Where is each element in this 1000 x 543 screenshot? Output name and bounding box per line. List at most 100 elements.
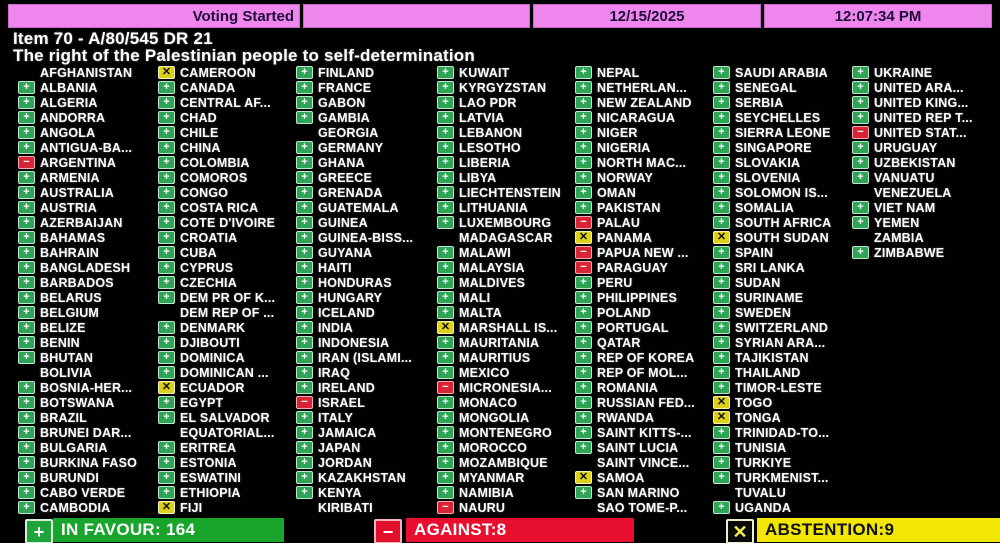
country-row: + GUATEMALA xyxy=(296,200,436,215)
country-name: DOMINICA xyxy=(180,350,245,365)
country-name: ISRAEL xyxy=(318,395,366,410)
vote-in-favour-icon: + xyxy=(575,291,592,304)
vote-in-favour-icon: + xyxy=(158,396,175,409)
country-row: + ERITREA xyxy=(158,440,298,455)
country-name: ETHIOPIA xyxy=(180,485,241,500)
vote-abstain-icon: ✕ xyxy=(575,471,592,484)
country-name: SAINT VINCE... xyxy=(597,455,690,470)
vote-in-favour-icon: + xyxy=(18,456,35,469)
country-row: + NEW ZEALAND xyxy=(575,95,715,110)
country-name: TAJIKISTAN xyxy=(735,350,809,365)
vote-in-favour-icon: + xyxy=(713,66,730,79)
country-name: UKRAINE xyxy=(874,65,933,80)
country-name: BRUNEI DAR... xyxy=(40,425,132,440)
vote-in-favour-icon: + xyxy=(575,141,592,154)
country-name: AZERBAIJAN xyxy=(40,215,123,230)
vote-in-favour-icon: + xyxy=(437,366,454,379)
country-row: + UGANDA xyxy=(713,500,853,515)
vote-abstain-icon: ✕ xyxy=(713,411,730,424)
country-row: + AZERBAIJAN xyxy=(18,215,158,230)
country-row: + GERMANY xyxy=(296,140,436,155)
vote-in-favour-icon: + xyxy=(158,141,175,154)
vote-in-favour-icon: + xyxy=(296,231,313,244)
country-name: TIMOR-LESTE xyxy=(735,380,822,395)
vote-in-favour-icon: + xyxy=(296,456,313,469)
vote-in-favour-icon: + xyxy=(18,111,35,124)
country-row: − PARAGUAY xyxy=(575,260,715,275)
vote-in-favour-icon: + xyxy=(575,336,592,349)
vote-in-favour-icon: + xyxy=(158,351,175,364)
country-row: ✕ TONGA xyxy=(713,410,853,425)
country-name: MALTA xyxy=(459,305,502,320)
vote-in-favour-icon: + xyxy=(296,141,313,154)
vote-in-favour-icon: + xyxy=(575,96,592,109)
in-favour-total: IN FAVOUR: 164 xyxy=(53,518,284,542)
country-name: UNITED REP T... xyxy=(874,110,973,125)
country-row: + ESTONIA xyxy=(158,455,298,470)
country-row: + BELARUS xyxy=(18,290,158,305)
vote-in-favour-icon: + xyxy=(18,306,35,319)
country-name: LESOTHO xyxy=(459,140,521,155)
vote-in-favour-icon: + xyxy=(575,201,592,214)
vote-in-favour-icon: + xyxy=(18,186,35,199)
vote-in-favour-icon: + xyxy=(296,471,313,484)
country-row: + BURKINA FASO xyxy=(18,455,158,470)
vote-in-favour-icon: + xyxy=(713,456,730,469)
country-name: ZIMBABWE xyxy=(874,245,945,260)
country-row: + BELGIUM xyxy=(18,305,158,320)
country-row: + VIET NAM xyxy=(852,200,992,215)
country-row: + RWANDA xyxy=(575,410,715,425)
country-row: + KAZAKHSTAN xyxy=(296,470,436,485)
vote-in-favour-icon: + xyxy=(437,411,454,424)
vote-in-favour-icon: + xyxy=(158,186,175,199)
country-row: + MALTA xyxy=(437,305,577,320)
country-row: + CHINA xyxy=(158,140,298,155)
country-name: IRAN (ISLAMI... xyxy=(318,350,412,365)
country-name: SOLOMON IS... xyxy=(735,185,828,200)
country-row: + DJIBOUTI xyxy=(158,335,298,350)
vote-abstain-icon: ✕ xyxy=(575,231,592,244)
vote-in-favour-icon: + xyxy=(852,246,869,259)
country-row: + BARBADOS xyxy=(18,275,158,290)
country-name: MALI xyxy=(459,290,491,305)
country-row: + CAMBODIA xyxy=(18,500,158,515)
country-name: EL SALVADOR xyxy=(180,410,270,425)
vote-in-favour-icon: + xyxy=(437,441,454,454)
country-row: + INDIA xyxy=(296,320,436,335)
country-name: ZAMBIA xyxy=(874,230,924,245)
country-row: + JAMAICA xyxy=(296,425,436,440)
vote-in-favour-icon: + xyxy=(852,171,869,184)
country-row: − ARGENTINA xyxy=(18,155,158,170)
country-name: SAO TOME-P... xyxy=(597,500,688,515)
country-row: + PERU xyxy=(575,275,715,290)
vote-in-favour-icon: + xyxy=(713,141,730,154)
country-row: + BRUNEI DAR... xyxy=(18,425,158,440)
vote-in-favour-icon: + xyxy=(18,216,35,229)
vote-in-favour-icon: + xyxy=(18,441,35,454)
country-name: SERBIA xyxy=(735,95,784,110)
vote-in-favour-icon: + xyxy=(575,411,592,424)
country-row: + SOLOMON IS... xyxy=(713,185,853,200)
country-row: + SINGAPORE xyxy=(713,140,853,155)
country-row: SAINT VINCE... xyxy=(575,455,715,470)
vote-in-favour-icon: + xyxy=(852,156,869,169)
country-row: + AUSTRIA xyxy=(18,200,158,215)
country-name: NIGERIA xyxy=(597,140,651,155)
time-label: 12:07:34 PM xyxy=(764,4,992,28)
country-row: + BHUTAN xyxy=(18,350,158,365)
country-row: + FINLAND xyxy=(296,65,436,80)
country-name: LATVIA xyxy=(459,110,505,125)
vote-in-favour-icon: + xyxy=(296,306,313,319)
country-name: IRAQ xyxy=(318,365,351,380)
vote-in-favour-icon: + xyxy=(437,156,454,169)
vote-in-favour-icon: + xyxy=(852,111,869,124)
country-name: SIERRA LEONE xyxy=(735,125,831,140)
vote-in-favour-icon: + xyxy=(18,291,35,304)
vote-in-favour-icon: + xyxy=(575,186,592,199)
country-name: MOROCCO xyxy=(459,440,528,455)
country-name: TOGO xyxy=(735,395,773,410)
vote-abstain-icon: ✕ xyxy=(158,501,175,514)
country-name: ROMANIA xyxy=(597,380,659,395)
country-name: SUDAN xyxy=(735,275,781,290)
country-name: CAMEROON xyxy=(180,65,256,80)
